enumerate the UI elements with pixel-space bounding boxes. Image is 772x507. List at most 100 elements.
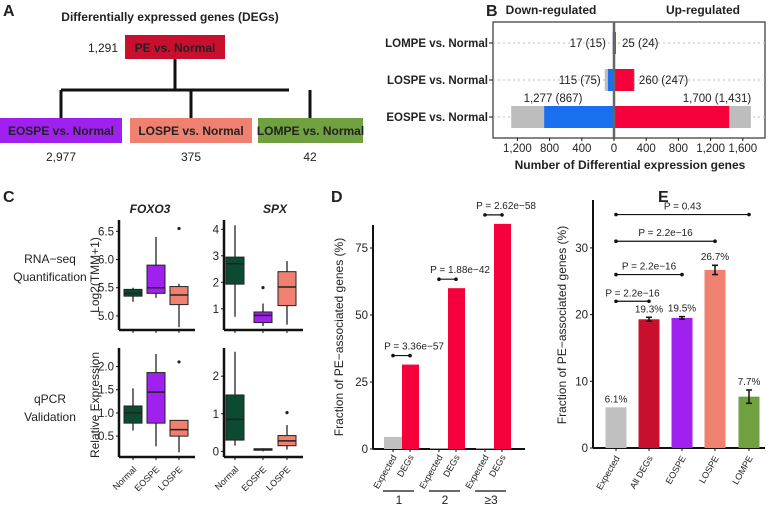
outlier-point: [177, 226, 181, 231]
y-tick-label: 1.0: [98, 408, 114, 420]
y-tick-label: 2: [213, 277, 219, 289]
down-unique-bar: [607, 69, 614, 91]
child-node-label: EOSPE vs. Normal: [8, 124, 114, 138]
bar-value-label: 7.7%: [738, 377, 761, 388]
p-value-label: P = 2.2e−16: [638, 228, 693, 239]
down-count-label: 1,277 (867): [524, 93, 583, 105]
x-group-label: EOSPE: [132, 464, 161, 493]
ylabel-rnaseq: Log2(TMM+1): [88, 237, 102, 313]
root-node-count: 1,291: [88, 41, 118, 55]
child-node-label: LOMPE vs. Normal: [257, 124, 364, 138]
degs-bar: [448, 288, 465, 449]
y-tick-label: 25: [355, 377, 368, 389]
child-node-count: 375: [181, 150, 201, 164]
up-regulated-header: Up-regulated: [666, 3, 740, 17]
degs-bar: [402, 364, 419, 449]
bar-lospe: [704, 269, 726, 448]
down-unique-bar: [544, 106, 614, 128]
child-node-box: [0, 118, 122, 143]
p-value-label: P = 3.36e−57: [384, 342, 444, 353]
gene-title-foxo3: FOXO3: [130, 202, 171, 216]
x-bar-label: DEGs: [441, 453, 462, 479]
p-value-label: P = 2.2e−16: [622, 262, 677, 273]
box-normal: [225, 394, 245, 441]
child-node-box: [258, 118, 363, 143]
up-count-label: 25 (24): [622, 38, 659, 50]
outlier-point: [285, 411, 289, 415]
gene-title-spx: SPX: [263, 202, 288, 216]
bracket-end: [500, 213, 504, 217]
x-bar-label: DEGs: [395, 453, 416, 479]
box-normal: [225, 256, 245, 285]
bracket-end: [747, 212, 751, 217]
up-count-label: 1,700 (1,431): [683, 93, 752, 105]
row-label-qpcr: Validation: [24, 410, 76, 424]
box-eospe: [146, 372, 166, 424]
expected-bar: [384, 436, 402, 449]
bar-all-degs: [638, 319, 660, 448]
p-value-label: P = 2.62e−58: [476, 201, 536, 212]
y-tick-label: 30: [575, 243, 588, 255]
y-tick-label: 2.0: [98, 362, 114, 374]
down-regulated-header: Down-regulated: [506, 3, 597, 17]
outlier-point: [177, 360, 181, 364]
expected-bar: [476, 448, 494, 449]
x-bar-label: Expected: [594, 454, 621, 492]
x-group-label: LOSPE: [264, 464, 292, 492]
y-tick-label: 5.5: [98, 283, 114, 295]
bar-value-label: 6.1%: [605, 394, 628, 405]
x-group-label: EOSPE: [239, 464, 268, 493]
bracket-end: [454, 277, 458, 282]
y-tick-label: 3: [213, 251, 219, 263]
row-label-qpcr: qPCR: [34, 392, 66, 406]
y-tick-label: 1.5: [98, 385, 114, 397]
group-label: 2: [442, 493, 449, 507]
child-node-box: [130, 118, 252, 143]
x-tick-label: 800: [540, 143, 559, 155]
y-tick-label: 0: [213, 446, 219, 458]
ylabel-qpcr: Relative Expression: [88, 352, 102, 458]
x-tick-label: 800: [669, 143, 688, 155]
box-lospe: [277, 271, 297, 307]
y-tick-label: 50: [355, 310, 368, 322]
bar-value-label: 19.5%: [668, 304, 696, 315]
down-count-label: 115 (75): [559, 75, 601, 87]
y-tick-label: 0: [582, 443, 588, 455]
box-lospe: [169, 419, 189, 437]
bar-expected: [605, 407, 627, 448]
row-label-rnaseq: Quantification: [13, 270, 86, 284]
up-unique-bar: [614, 69, 634, 91]
bracket-end: [437, 277, 441, 282]
bar-value-label: 26.7%: [701, 252, 729, 263]
row-label: LOMPE vs. Normal: [385, 38, 488, 50]
bracket-end: [713, 239, 717, 244]
up-count-label: 260 (247): [639, 75, 688, 87]
bar-eospe: [671, 317, 693, 448]
panel-letter-b: B: [486, 3, 498, 20]
bracket-end: [614, 272, 618, 277]
y-tick-label: 4: [213, 224, 220, 236]
x-group-label: Normal: [213, 464, 241, 492]
panel-e-ylabel: Fraction of PE−associated genes (%): [555, 226, 569, 424]
x-bar-label: EOSPE: [664, 454, 688, 486]
child-node-count: 42: [303, 150, 317, 164]
x-tick-label: 1,200: [503, 143, 532, 155]
y-tick-label: 0.5: [98, 431, 114, 443]
bracket-end: [391, 353, 395, 358]
y-tick-label: 2: [213, 371, 219, 383]
expected-bar: [430, 448, 448, 449]
panel-b-xlabel: Number of Differential expression genes: [515, 158, 746, 172]
row-label-rnaseq: RNA−seq: [24, 252, 76, 266]
bracket-end: [408, 353, 412, 358]
bracket-end: [614, 212, 618, 217]
root-node-box: [125, 35, 225, 59]
panel-letter-e: E: [658, 189, 669, 206]
y-tick-label: 5.0: [98, 311, 114, 323]
x-bar-label: LOSPE: [697, 454, 721, 485]
bracket-end: [614, 239, 618, 244]
box-eospe: [146, 264, 166, 294]
x-bar-label: DEGs: [487, 453, 508, 479]
x-group-label: LOSPE: [156, 464, 184, 492]
child-node-count: 2,977: [46, 150, 76, 164]
group-label: ≥3: [484, 493, 498, 507]
